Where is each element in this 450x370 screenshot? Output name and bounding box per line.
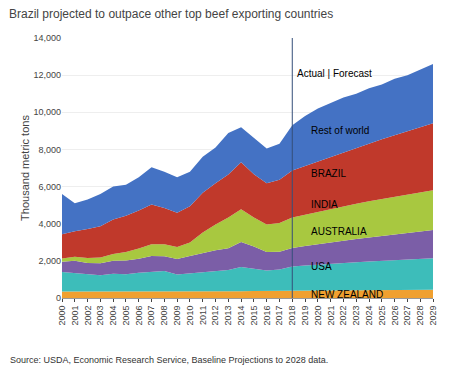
svg-text:USA: USA xyxy=(311,261,332,272)
svg-text:2026: 2026 xyxy=(390,306,400,326)
svg-text:6,000: 6,000 xyxy=(38,182,61,192)
svg-text:Source: USDA, Economic Researc: Source: USDA, Economic Research Service,… xyxy=(10,355,328,365)
svg-text:12,000: 12,000 xyxy=(33,70,61,80)
svg-text:2000: 2000 xyxy=(57,306,67,326)
svg-text:Rest of world: Rest of world xyxy=(311,125,369,136)
svg-text:2007: 2007 xyxy=(146,306,156,326)
svg-text:2027: 2027 xyxy=(402,306,412,326)
svg-text:2009: 2009 xyxy=(172,306,182,326)
svg-text:Brazil projected to outpace ot: Brazil projected to outpace other top be… xyxy=(9,7,333,21)
svg-text:2021: 2021 xyxy=(326,306,336,326)
svg-text:2023: 2023 xyxy=(351,306,361,326)
svg-text:2018: 2018 xyxy=(287,306,297,326)
svg-text:2019: 2019 xyxy=(300,306,310,326)
svg-text:2008: 2008 xyxy=(159,306,169,326)
svg-text:2011: 2011 xyxy=(198,306,208,325)
svg-text:14,000: 14,000 xyxy=(33,33,61,43)
svg-text:2024: 2024 xyxy=(364,306,374,326)
svg-text:INDIA: INDIA xyxy=(311,199,338,210)
svg-text:NEW ZEALAND: NEW ZEALAND xyxy=(311,289,383,300)
svg-text:2001: 2001 xyxy=(70,306,80,326)
svg-text:2017: 2017 xyxy=(274,306,284,326)
svg-text:2020: 2020 xyxy=(313,306,323,326)
svg-text:8,000: 8,000 xyxy=(38,145,61,155)
svg-text:BRAZIL: BRAZIL xyxy=(311,168,346,179)
svg-text:10,000: 10,000 xyxy=(33,107,61,117)
svg-text:2022: 2022 xyxy=(338,306,348,326)
svg-text:2029: 2029 xyxy=(428,306,438,326)
svg-text:2005: 2005 xyxy=(121,306,131,326)
svg-text:2028: 2028 xyxy=(415,306,425,326)
svg-text:2016: 2016 xyxy=(262,306,272,326)
svg-text:2,000: 2,000 xyxy=(38,256,61,266)
svg-text:AUSTRALIA: AUSTRALIA xyxy=(311,226,367,237)
svg-text:2006: 2006 xyxy=(134,306,144,326)
svg-text:2010: 2010 xyxy=(185,306,195,326)
svg-text:2012: 2012 xyxy=(210,306,220,326)
svg-text:2015: 2015 xyxy=(249,306,259,326)
svg-text:Actual | Forecast: Actual | Forecast xyxy=(297,68,372,79)
svg-text:2003: 2003 xyxy=(95,306,105,326)
svg-text:0: 0 xyxy=(56,293,61,303)
svg-text:Thousand metric tons: Thousand metric tons xyxy=(19,115,31,221)
svg-text:2002: 2002 xyxy=(83,306,93,326)
svg-text:2013: 2013 xyxy=(223,306,233,326)
svg-text:2025: 2025 xyxy=(377,306,387,326)
svg-text:2004: 2004 xyxy=(108,306,118,326)
svg-text:4,000: 4,000 xyxy=(38,219,61,229)
svg-text:2014: 2014 xyxy=(236,306,246,326)
